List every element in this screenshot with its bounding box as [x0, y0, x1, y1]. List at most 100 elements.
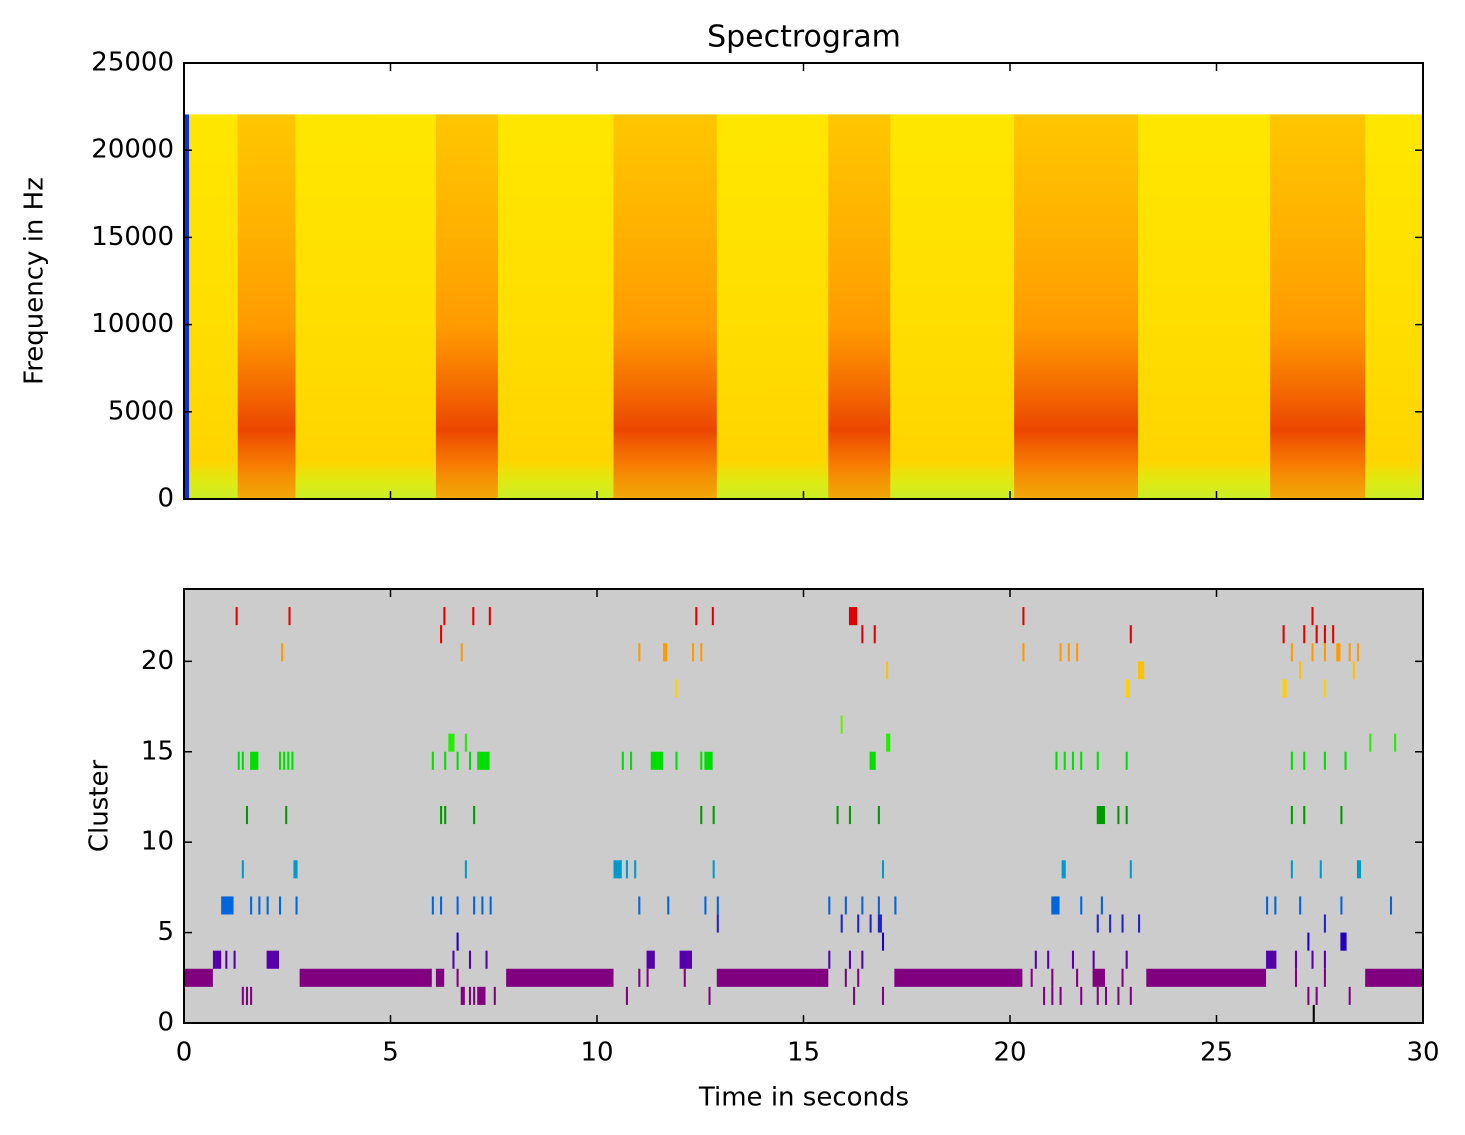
cluster-event: [473, 896, 476, 915]
y-axis-label: Frequency in Hz: [20, 177, 50, 385]
cluster-event: [1340, 932, 1347, 951]
cluster-event: [443, 607, 446, 626]
cluster-event: [1307, 986, 1310, 1005]
cluster-event: [1311, 643, 1314, 662]
cluster-event: [1043, 986, 1046, 1005]
cluster-event: [1323, 751, 1326, 770]
cluster-event: [873, 625, 876, 644]
cluster-event: [877, 914, 882, 933]
cluster-event: [473, 986, 476, 1005]
cluster-event: [1138, 914, 1141, 933]
cluster-event: [278, 751, 282, 770]
plot-area: 0 5000 10000 15000 20000 25000 0 5 10 15 20 0 5 10 15 2…: [91, 48, 1439, 1068]
cluster-event: [1323, 914, 1326, 933]
cluster-event: [281, 643, 284, 662]
cluster-event: [285, 806, 288, 825]
cluster-event: [485, 950, 488, 969]
cluster-event: [1061, 860, 1066, 879]
y-axis-label: Cluster: [85, 760, 115, 853]
cluster-event: [836, 806, 839, 825]
cluster-event: [840, 914, 843, 933]
cluster-event: [1266, 950, 1277, 969]
cluster-event: [506, 968, 614, 987]
cluster-event: [440, 806, 443, 825]
cluster-event: [1067, 643, 1070, 662]
cluster-event: [881, 860, 885, 879]
cluster-event: [1323, 679, 1326, 698]
cluster-event: [1063, 751, 1066, 770]
cluster-event: [431, 896, 434, 915]
cluster-event: [235, 607, 238, 626]
cluster-event: [460, 986, 465, 1005]
cluster-event: [477, 751, 490, 770]
cluster-event: [1340, 806, 1343, 825]
cluster-event: [1369, 733, 1372, 752]
cluster-event: [288, 607, 291, 626]
song-bout-energy: [435, 114, 498, 499]
cluster-event: [1096, 751, 1099, 770]
cluster-event: [1117, 986, 1120, 1005]
cluster-event: [869, 914, 872, 933]
cluster-event: [1311, 607, 1314, 626]
cluster-event: [1051, 986, 1054, 1005]
cluster-event: [716, 968, 829, 987]
cluster-event: [869, 751, 876, 770]
cluster-event: [1311, 950, 1314, 969]
cluster-event: [1352, 661, 1355, 680]
y-tick-label: 5000: [108, 396, 174, 426]
song-bout-energy: [828, 114, 891, 499]
cluster-event: [1146, 968, 1267, 987]
cluster-event: [1323, 643, 1326, 662]
cluster-event: [1121, 968, 1124, 987]
cluster-event: [1290, 751, 1293, 770]
cluster-event: [861, 625, 864, 644]
cluster-event: [1356, 643, 1359, 662]
cluster-event: [250, 896, 253, 915]
cluster-event: [283, 751, 286, 770]
cluster-event: [1282, 679, 1287, 698]
cluster-event: [667, 896, 670, 915]
cluster-event: [250, 751, 259, 770]
cluster-event: [700, 806, 703, 825]
cluster-event: [675, 679, 678, 698]
cluster-event: [1096, 986, 1099, 1005]
cluster-event: [1266, 896, 1269, 915]
cluster-event: [1274, 896, 1277, 915]
y-tick-label: 20: [141, 646, 174, 676]
cluster-event: [287, 751, 290, 770]
cluster-event: [212, 950, 222, 969]
cluster-event: [1096, 914, 1099, 933]
cluster-event: [1290, 643, 1293, 662]
song-bout-energy: [1270, 114, 1366, 499]
cluster-event: [293, 860, 298, 879]
cluster-event: [1323, 968, 1326, 987]
spectrogram-edge: [184, 114, 189, 499]
cluster-event: [1344, 751, 1347, 770]
cluster-event: [691, 643, 695, 662]
y-tick-label: 20000: [91, 135, 174, 165]
cluster-event: [1109, 914, 1112, 933]
cluster-event: [1076, 643, 1079, 662]
x-tick-label: 30: [1406, 1038, 1439, 1068]
cluster-event: [1340, 896, 1343, 915]
cluster-event: [488, 607, 491, 626]
cluster-event: [1092, 968, 1105, 987]
cluster-event: [1125, 806, 1128, 825]
y-tick-label: 0: [157, 484, 174, 514]
cluster-event: [1315, 986, 1318, 1005]
x-tick-label: 15: [787, 1038, 820, 1068]
cluster-event: [828, 896, 831, 915]
cluster-event: [1125, 751, 1128, 770]
cluster-event: [1022, 643, 1025, 662]
cluster-event: [712, 806, 715, 825]
cluster-event: [233, 950, 236, 969]
cluster-event: [881, 986, 885, 1005]
cluster-event: [241, 986, 244, 1005]
cluster-event: [663, 643, 668, 662]
cluster-event: [1104, 986, 1108, 1005]
cluster-event: [1389, 896, 1393, 915]
cluster-event: [613, 860, 622, 879]
cluster-event: [840, 715, 843, 734]
x-axis-label: Time in seconds: [698, 1083, 909, 1113]
